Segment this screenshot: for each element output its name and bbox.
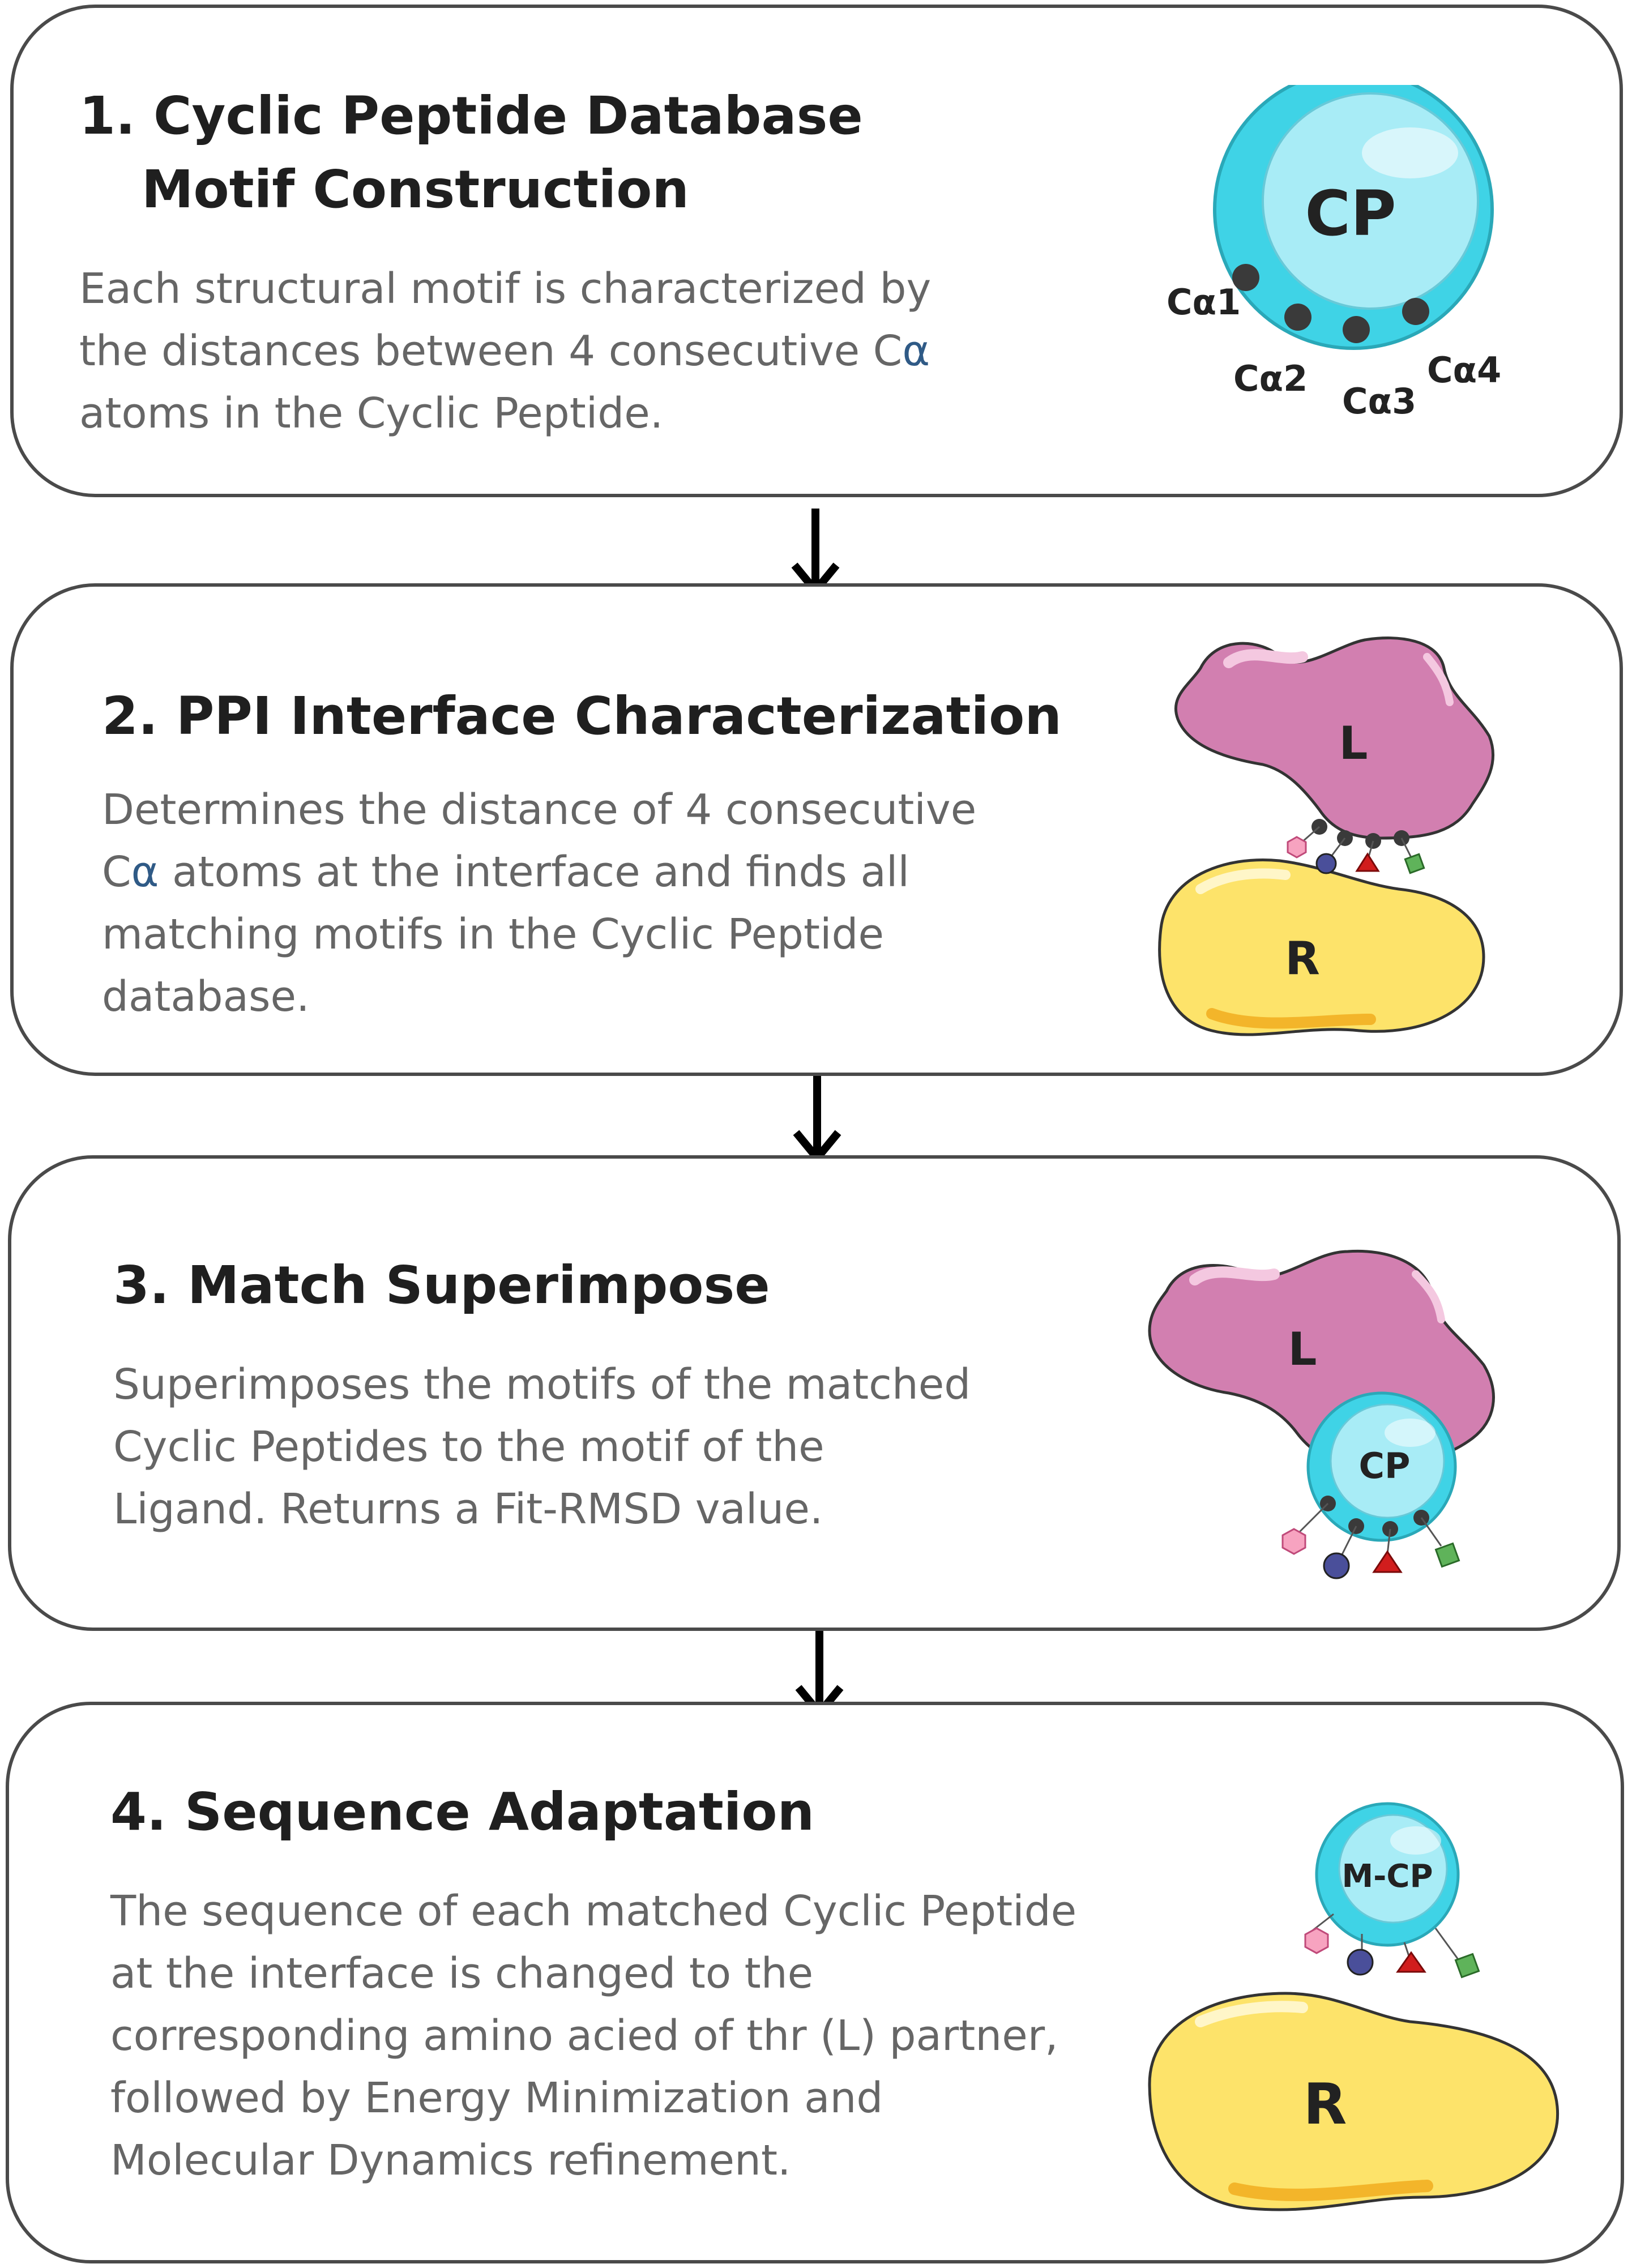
step-4-description: The sequence of each matched Cyclic Pept…	[110, 1887, 1077, 2185]
triangle-icon	[1396, 1951, 1426, 1973]
step-3-description: Superimposes the motifs of the matched C…	[113, 1360, 971, 1534]
ca3-label: Cα3	[1342, 381, 1416, 422]
l-label: L	[1288, 1323, 1317, 1376]
hexagon-icon	[1281, 1528, 1306, 1555]
triangle-icon	[1355, 852, 1380, 872]
sphere-icon	[1323, 1552, 1350, 1579]
receptor-shape	[1158, 858, 1485, 1036]
ca1-label: Cα1	[1167, 281, 1241, 323]
square-icon	[1404, 853, 1425, 874]
step-1-cyclic-peptide-illustration: CP Cα1 Cα2 Cα3 Cα4	[1167, 85, 1501, 422]
ca4-dot	[1402, 298, 1429, 325]
sphere-icon	[1347, 1949, 1374, 1976]
step-2-description: Determines the distance of 4 consecutive…	[102, 785, 977, 1021]
ca3-dot	[1343, 316, 1370, 343]
mcp-label: M-CP	[1342, 1858, 1433, 1895]
cp-label: CP	[1359, 1445, 1411, 1487]
step-1-title: 1. Cyclic Peptide Database Motif Constru…	[79, 79, 863, 227]
l-label: L	[1339, 717, 1368, 770]
step-4-sequence-adaptation-illustration: M-CP R	[1148, 1802, 1560, 2211]
ca2-dot	[1284, 304, 1311, 331]
step-2-ppi-illustration: L R	[1158, 637, 1495, 1036]
step-3-title: 3. Match Superimpose	[113, 1255, 770, 1315]
square-icon	[1454, 1953, 1480, 1979]
triangle-icon	[1372, 1550, 1403, 1573]
step-3-superimpose-illustration: L CP	[1148, 1249, 1495, 1579]
ca1-dot	[1232, 264, 1259, 291]
ligand-shape	[1174, 637, 1495, 840]
cp-label: CP	[1305, 177, 1396, 250]
down-arrow-icon	[793, 1076, 841, 1165]
square-icon	[1434, 1542, 1460, 1568]
r-label: R	[1303, 2071, 1347, 2137]
step-1-title-line2: Motif Construction	[142, 159, 689, 220]
hexagon-icon	[1304, 1927, 1329, 1954]
step-1-title-line1: 1. Cyclic Peptide Database	[79, 86, 863, 146]
step-1-description: Each structural motif is characterized b…	[79, 264, 932, 438]
ca4-label: Cα4	[1427, 349, 1501, 391]
step-2-title: 2. PPI Interface Characterization	[102, 686, 1062, 746]
hexagon-icon	[1287, 836, 1307, 858]
ca2-label: Cα2	[1233, 358, 1308, 399]
r-label: R	[1285, 932, 1320, 985]
receptor-shape	[1148, 1992, 1560, 2211]
step-4-title: 4. Sequence Adaptation	[110, 1782, 815, 1842]
sphere-icon	[1315, 853, 1337, 874]
